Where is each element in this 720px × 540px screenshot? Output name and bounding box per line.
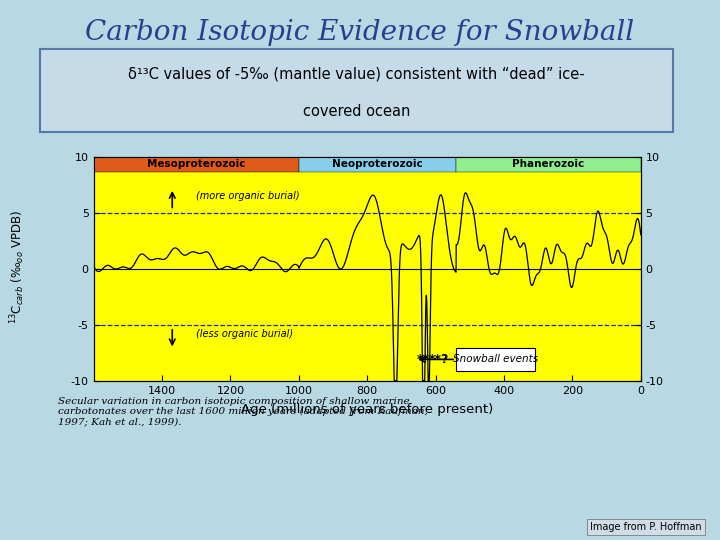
FancyBboxPatch shape xyxy=(456,348,535,370)
Text: (more organic burial): (more organic burial) xyxy=(196,191,300,201)
Bar xyxy=(456,157,641,172)
Bar xyxy=(299,157,456,172)
Text: δ¹³C values of -5‰ (mantle value) consistent with “dead” ice-: δ¹³C values of -5‰ (mantle value) consis… xyxy=(128,66,585,81)
Text: Image from P. Hoffman: Image from P. Hoffman xyxy=(590,522,702,532)
Text: **?: **? xyxy=(429,353,449,366)
Bar xyxy=(94,157,299,172)
Text: Mesoproterozoic: Mesoproterozoic xyxy=(147,159,246,170)
Text: (less organic burial): (less organic burial) xyxy=(196,329,293,339)
X-axis label: Age (millions of years before present): Age (millions of years before present) xyxy=(241,402,493,415)
Text: Neoproterozoic: Neoproterozoic xyxy=(332,159,423,170)
Text: Phanerozoic: Phanerozoic xyxy=(513,159,585,170)
Text: Carbon Isotopic Evidence for Snowball: Carbon Isotopic Evidence for Snowball xyxy=(86,19,634,46)
Text: **: ** xyxy=(417,353,430,366)
FancyBboxPatch shape xyxy=(40,49,673,132)
Text: $^{13}$C$_{carb}$ (‰$_{oo}$ VPDB): $^{13}$C$_{carb}$ (‰$_{oo}$ VPDB) xyxy=(9,210,27,325)
Text: covered ocean: covered ocean xyxy=(302,104,410,119)
Text: Secular variation in carbon isotopic composition of shallow marine
carbotonates : Secular variation in carbon isotopic com… xyxy=(58,397,428,427)
Text: Snowball events: Snowball events xyxy=(453,354,538,364)
